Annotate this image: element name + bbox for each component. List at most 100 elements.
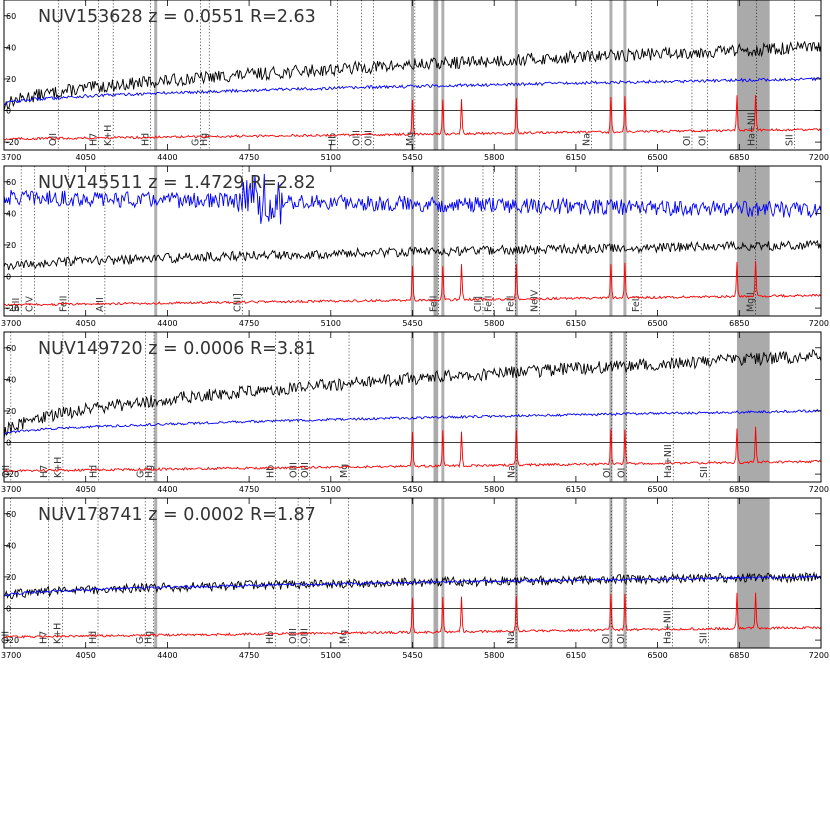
telluric-bar [514, 0, 518, 150]
telluric-bar [441, 498, 445, 648]
line-label: OI [682, 136, 693, 146]
line-label: H7 [39, 465, 50, 478]
line-label: SII [699, 466, 710, 478]
shaded-band [433, 498, 439, 648]
telluric-bar [514, 166, 518, 316]
line-label: OIII [299, 628, 310, 644]
x-tick-label: 4750 [239, 153, 259, 162]
x-tick-label: 3700 [1, 651, 21, 660]
y-tick-label: 60 [6, 12, 16, 21]
telluric-bar [411, 166, 414, 316]
line-label: FeII [631, 296, 642, 312]
series-line [4, 173, 821, 225]
x-tick-label: 6500 [647, 651, 667, 660]
telluric-bar [441, 166, 445, 316]
line-label: OIII [352, 130, 363, 146]
telluric-bar [441, 332, 445, 482]
y-tick-label: 40 [6, 209, 16, 218]
shaded-band [433, 332, 439, 482]
series-line [4, 40, 821, 111]
x-tick-label: 6850 [729, 319, 749, 328]
y-tick-label: 20 [6, 241, 16, 250]
shaded-band [736, 498, 770, 648]
line-label: Hg [199, 133, 210, 146]
x-tick-label: 4050 [76, 651, 96, 660]
x-tick-label: 5450 [402, 485, 422, 494]
telluric-bar [411, 498, 414, 648]
line-label: OII [1, 465, 12, 478]
x-tick-label: 5100 [321, 485, 341, 494]
x-tick-label: 4050 [76, 153, 96, 162]
y-tick-label: 0 [6, 107, 11, 116]
panel-title: NUV178741 z = 0.0002 R=1.87 [38, 505, 316, 525]
series-line [4, 426, 821, 473]
line-label: OIII [289, 462, 300, 478]
series-line [4, 592, 821, 639]
y-tick-label: 20 [6, 573, 16, 582]
shaded-band [736, 166, 770, 316]
x-tick-label: 5100 [321, 651, 341, 660]
line-label: SII [699, 632, 710, 644]
x-tick-label: 7200 [809, 319, 829, 328]
line-label: G [135, 637, 146, 644]
telluric-bar [609, 332, 613, 482]
x-tick-label: 6500 [647, 319, 667, 328]
line-label: OI [616, 634, 627, 644]
line-label: MgII [745, 292, 756, 312]
line-label: Hg [144, 631, 155, 644]
x-tick-label: 5800 [484, 651, 504, 660]
x-tick-label: 5450 [402, 319, 422, 328]
line-label: Mg [339, 464, 350, 478]
x-tick-label: 5800 [484, 319, 504, 328]
y-tick-label: 60 [6, 178, 16, 187]
shaded-band [433, 0, 439, 150]
line-label: Na [506, 631, 517, 644]
line-label: Ha+NII [747, 112, 758, 146]
line-label: Hb [266, 465, 277, 478]
y-tick-label: -20 [6, 636, 19, 645]
x-tick-label: 6150 [566, 651, 586, 660]
line-label: G [136, 471, 147, 478]
x-tick-label: 6850 [729, 153, 749, 162]
series-line [4, 575, 821, 597]
telluric-bar [623, 166, 627, 316]
x-tick-label: 7200 [809, 485, 829, 494]
panel-title: NUV149720 z = 0.0006 R=3.81 [38, 339, 316, 359]
x-tick-label: 7200 [809, 153, 829, 162]
y-tick-label: 40 [6, 541, 16, 550]
x-tick-label: 6150 [566, 153, 586, 162]
x-tick-label: 4750 [239, 485, 259, 494]
line-label: OI [617, 468, 628, 478]
x-tick-label: 4750 [239, 319, 259, 328]
line-label: Hd [141, 133, 152, 146]
panel-title: NUV145511 z = 1.4729 R=2.82 [38, 173, 316, 193]
y-tick-label: 0 [6, 605, 11, 614]
x-tick-label: 6150 [566, 485, 586, 494]
x-tick-label: 5100 [321, 153, 341, 162]
line-label: NeIV [530, 289, 541, 312]
telluric-bar [154, 0, 158, 150]
shaded-band [433, 166, 439, 316]
x-tick-label: 4050 [76, 485, 96, 494]
telluric-bar [154, 498, 158, 648]
x-tick-label: 3700 [1, 319, 21, 328]
y-tick-label: 0 [6, 439, 11, 448]
line-label: Na [582, 133, 593, 146]
x-tick-label: 5450 [402, 651, 422, 660]
line-label: Mg [339, 630, 350, 644]
series-line [4, 349, 821, 441]
line-label: CIV [24, 296, 35, 312]
y-tick-label: 20 [6, 75, 16, 84]
telluric-bar [609, 0, 613, 150]
spectrum-panel-4: OII H7 K+H Hd GHg Hb OIII OIII Mg Na OI OI Ha+NII SII… [0, 497, 829, 660]
x-tick-label: 6850 [729, 485, 749, 494]
telluric-bar [623, 0, 627, 150]
telluric-bar [441, 0, 445, 150]
line-label: K+H [53, 457, 64, 478]
line-label: Ha+NII [663, 610, 674, 644]
x-tick-label: 4400 [157, 319, 177, 328]
line-label: SII [785, 134, 796, 146]
y-tick-label: 60 [6, 510, 16, 519]
x-tick-label: 5450 [402, 153, 422, 162]
line-label: Mg [405, 132, 416, 146]
